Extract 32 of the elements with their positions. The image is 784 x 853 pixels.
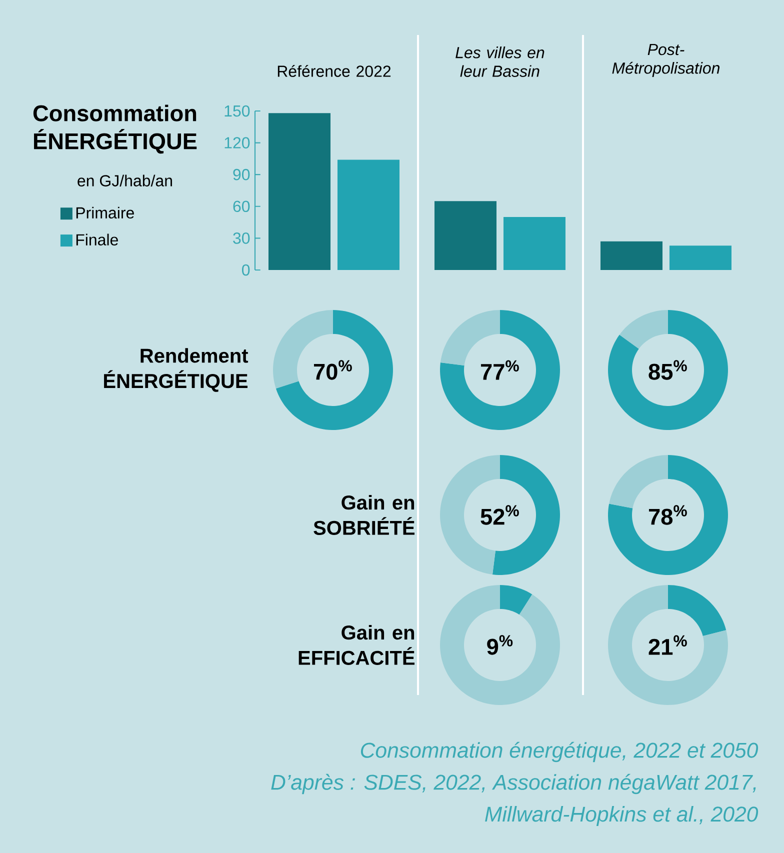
text: Gain en SOBRIÉTÉ: [314, 494, 414, 535]
chart-title: Consommation ÉNERGÉTIQUE: [33, 104, 197, 154]
bar: [600, 241, 662, 270]
text: D’après : SDES, 2022, Association négaWatt 2017,: [271, 774, 756, 794]
y-tick-label: 150: [224, 105, 250, 117]
text: 52$^{%}$: [480, 505, 519, 525]
legend-label: Finale: [76, 234, 118, 246]
legend-label: Primaire: [76, 206, 134, 219]
text: 70$^{%}$: [314, 360, 352, 380]
bar: [669, 246, 732, 270]
x-tick-label: Post-Métropolisation: [612, 44, 720, 77]
text: Millward-Hopkins et al., 2020: [485, 806, 758, 826]
text: 21$^{%}$: [648, 635, 687, 655]
text: 77$^{%}$: [480, 360, 519, 380]
bar: [337, 160, 400, 270]
text: 78$^{%}$: [648, 505, 687, 525]
y-tick-label: 90: [233, 168, 250, 180]
x-tick-label: Les villes en leur Bassin: [456, 46, 544, 77]
bar: [503, 216, 566, 270]
text: 85$^{%}$: [648, 360, 687, 380]
y-tick-label: 30: [233, 232, 250, 244]
bar: [268, 113, 330, 270]
y-tick-label: 0: [242, 264, 250, 276]
x-tick-label: Référence 2022: [278, 65, 391, 77]
text: en GJ/hab/an: [78, 174, 172, 186]
text: 9$^{%}$: [487, 635, 513, 655]
text: Gain en EFFICACITÉ: [298, 624, 414, 665]
y-tick-label: 60: [233, 200, 250, 212]
text: Consommation énergétique, 2022 et 2050: [360, 742, 758, 762]
text: Rendement ÉNERGÉTIQUE: [104, 348, 248, 392]
bar: [434, 201, 496, 270]
y-tick-label: 120: [224, 137, 250, 148]
